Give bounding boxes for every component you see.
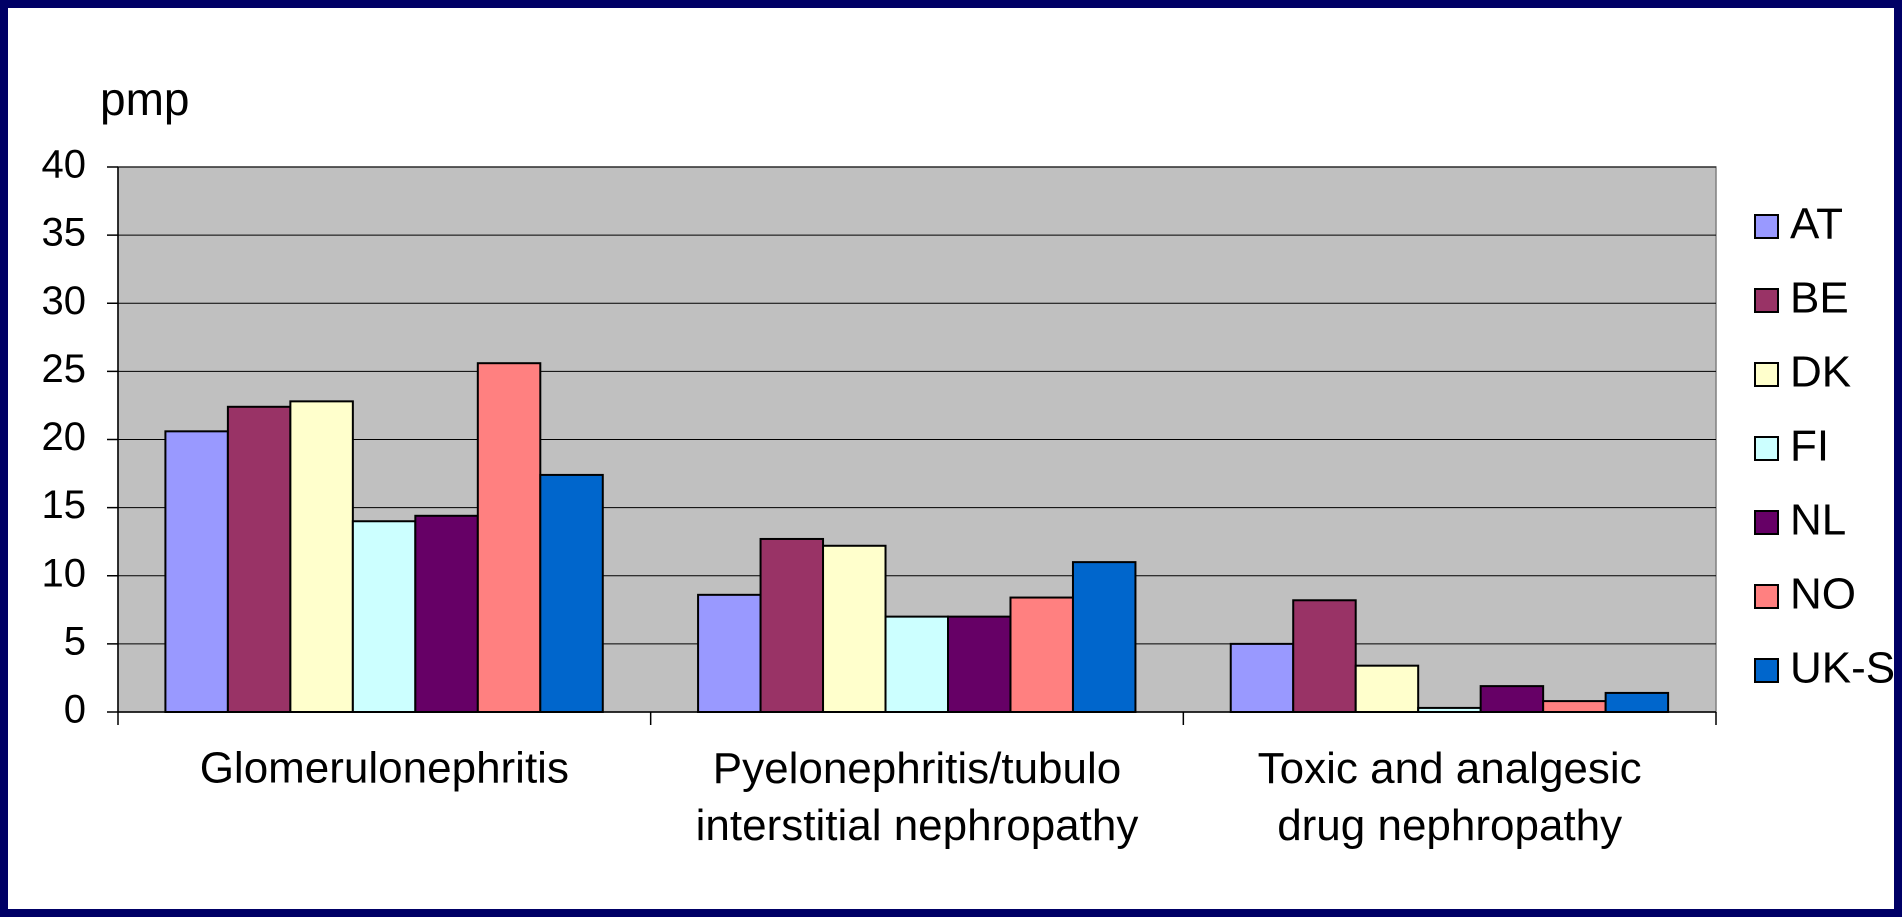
legend-label: DK xyxy=(1790,348,1851,397)
bar xyxy=(1354,664,1420,713)
bar xyxy=(1542,700,1607,713)
bar xyxy=(947,615,1012,713)
y-tick-label: 0 xyxy=(64,688,86,732)
legend-swatch xyxy=(1754,214,1779,239)
y-axis-label: pmp xyxy=(100,73,189,125)
bar xyxy=(884,615,950,713)
bar xyxy=(289,400,354,713)
bar xyxy=(1009,596,1074,713)
y-tick-label: 30 xyxy=(42,279,87,323)
bar xyxy=(351,520,417,713)
legend-label: NO xyxy=(1790,570,1856,619)
x-tick-label: Pyelonephritis/tubulo interstitial nephro… xyxy=(696,744,1139,850)
y-tick-label: 35 xyxy=(42,211,87,255)
y-tick-label: 20 xyxy=(42,415,87,459)
bar xyxy=(697,593,762,714)
bar xyxy=(476,362,542,713)
bar xyxy=(164,430,229,713)
y-tick-label: 25 xyxy=(42,347,87,391)
legend-swatch xyxy=(1754,436,1779,461)
y-tick-label: 5 xyxy=(64,619,86,663)
y-tick-label: 10 xyxy=(42,551,87,595)
legend-swatch xyxy=(1754,288,1779,313)
bar xyxy=(1229,642,1295,713)
legend-label: NL xyxy=(1790,496,1846,545)
legend-swatch xyxy=(1754,362,1779,387)
legend-label: AT xyxy=(1790,200,1843,249)
bar xyxy=(226,405,292,713)
x-tick-label: Glomerulonephritis xyxy=(200,744,569,793)
legend-swatch xyxy=(1754,510,1779,535)
bar xyxy=(414,514,479,713)
bar xyxy=(1292,599,1357,714)
bar xyxy=(1071,561,1137,713)
bar xyxy=(539,473,604,713)
bar xyxy=(822,544,887,714)
bar xyxy=(1479,685,1545,713)
bar xyxy=(759,537,825,714)
y-tick-label: 40 xyxy=(42,143,87,187)
legend-swatch xyxy=(1754,584,1779,609)
legend-label: BE xyxy=(1790,274,1849,323)
bar xyxy=(1604,691,1670,713)
legend-label: UK-S xyxy=(1790,644,1895,693)
bar xyxy=(1417,706,1482,713)
legend-swatch xyxy=(1754,658,1779,683)
x-tick-label: Toxic and analgesic drug nephropathy xyxy=(1258,744,1642,850)
legend-label: FI xyxy=(1790,422,1829,471)
y-tick-label: 15 xyxy=(42,483,87,527)
